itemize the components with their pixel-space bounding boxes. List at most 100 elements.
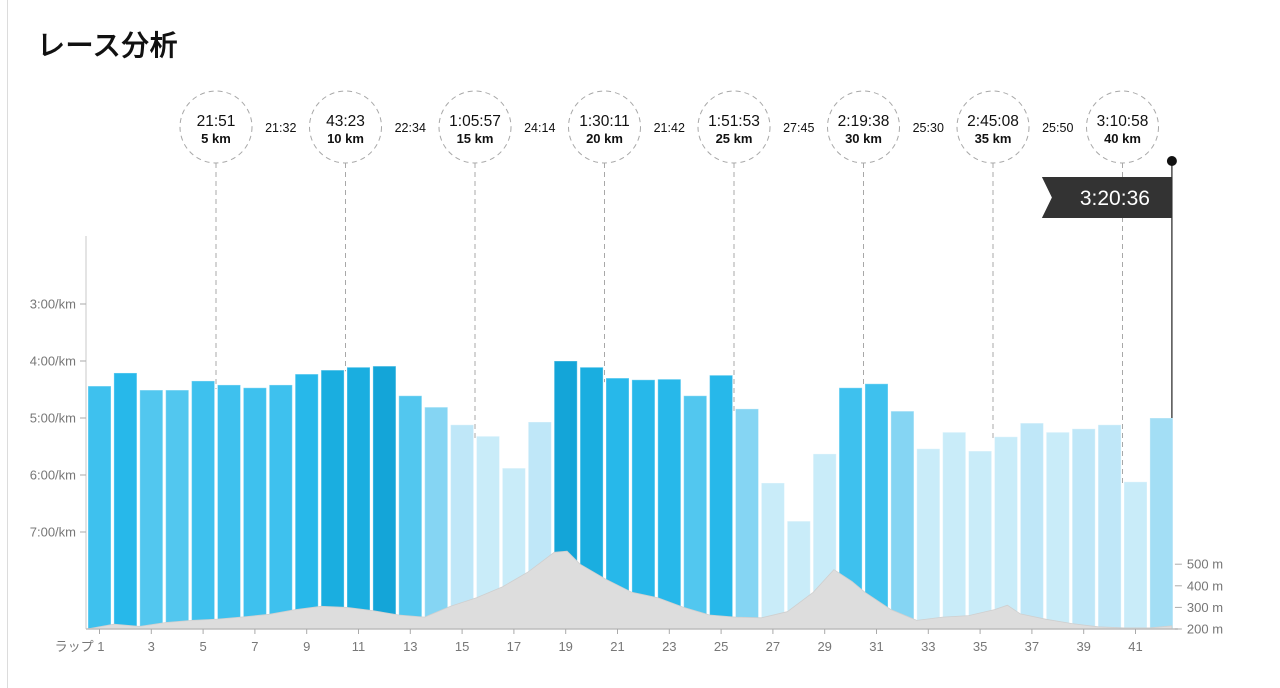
lap-axis-tick-label: 35: [973, 639, 987, 654]
segment-time: 22:34: [395, 121, 426, 135]
elevation-profile: [86, 550, 1173, 630]
split-time: 21:51: [197, 113, 236, 130]
split-marker-circle: [1086, 90, 1159, 164]
segment-time: 24:14: [524, 121, 555, 135]
split-marker-circle: [179, 90, 253, 164]
lap-axis-tick-label: 41: [1128, 639, 1142, 654]
split-marker-circle: [697, 90, 771, 164]
segment-time: 21:32: [265, 121, 296, 135]
lap-axis-tick-label: 11: [352, 639, 366, 654]
pace-bar: [165, 389, 190, 630]
finish-time: 3:20:36: [1080, 187, 1150, 210]
pace-bar: [113, 372, 138, 630]
pace-bar: [709, 374, 734, 630]
pace-bar: [916, 448, 941, 630]
pace-bar: [1097, 424, 1122, 630]
lap-axis-tick-label: 39: [1076, 639, 1090, 654]
pace-bar: [372, 365, 397, 630]
lap-axis-tick-label: 5: [199, 639, 206, 654]
split-marker-circle: [956, 90, 1030, 164]
lap-axis-tick-label: 15: [455, 639, 469, 654]
split-marker-circle: [438, 90, 512, 164]
pace-bar: [346, 366, 371, 630]
split-time: 3:10:58: [1097, 113, 1149, 130]
split-distance: 35 km: [975, 131, 1012, 146]
split-marker-lines: [215, 163, 1123, 486]
pace-bar: [1123, 481, 1148, 630]
lap-axis-tick-label: 19: [558, 639, 572, 654]
pace-bar: [657, 378, 682, 630]
split-distance: 40 km: [1104, 131, 1141, 146]
lap-axis-tick-label: 17: [507, 639, 521, 654]
pace-bar: [398, 395, 423, 630]
pace-bar: [242, 387, 267, 630]
split-marker-circle: [309, 90, 382, 164]
pace-axis-tick-label: 6:00/km: [30, 468, 76, 483]
split-time: 2:45:08: [967, 113, 1019, 130]
split-marker-circle: [827, 90, 900, 164]
pace-bar: [87, 385, 112, 630]
lap-axis-tick-label: 33: [921, 639, 935, 654]
split-time: 1:05:57: [449, 113, 501, 130]
pace-bar: [139, 389, 164, 630]
pace-bar: [268, 384, 293, 630]
lap-axis-tick-label: 25: [714, 639, 728, 654]
lap-axis-tick-label: 13: [403, 639, 417, 654]
lap-axis-tick-label: 3: [148, 639, 155, 654]
split-time: 1:30:11: [579, 113, 630, 130]
pace-axis-tick-label: 5:00/km: [30, 411, 76, 426]
pace-bar: [450, 424, 475, 630]
pace-bar: [864, 383, 889, 630]
pace-bar: [1045, 431, 1070, 630]
pace-axis-tick-label: 7:00/km: [30, 525, 76, 540]
pace-bar: [424, 406, 449, 630]
elevation-axis-tick-label: 400 m: [1187, 578, 1223, 593]
split-distance: 30 km: [845, 131, 882, 146]
lap-axis-tick-label: 37: [1025, 639, 1039, 654]
split-time: 43:23: [326, 113, 365, 130]
lap-axis-tick-label: 23: [662, 639, 676, 654]
split-distance: 5 km: [201, 131, 231, 146]
pace-bar: [294, 373, 319, 630]
split-distance: 25 km: [716, 131, 753, 146]
pace-bar: [217, 384, 241, 630]
lap-axis-tick-label: ラップ 1: [55, 639, 105, 654]
pace-bar: [968, 450, 993, 630]
pace-bar: [191, 380, 216, 630]
lap-axis-tick-label: 27: [766, 639, 780, 654]
elevation-axis-tick-label: 200 m: [1187, 622, 1223, 637]
lap-axis-tick-label: 21: [610, 639, 624, 654]
split-time: 1:51:53: [708, 113, 760, 130]
elevation-axis-tick-label: 500 m: [1187, 557, 1223, 572]
finish-flag-knob: [1166, 156, 1177, 166]
pace-bar: [994, 436, 1018, 630]
pace-bar: [1071, 428, 1096, 630]
pace-bar: [631, 379, 656, 630]
pace-bar: [942, 431, 967, 630]
page-title: レース分析: [37, 29, 179, 62]
pace-bar: [1149, 417, 1174, 630]
elevation-axis-tick-label: 300 m: [1187, 600, 1223, 615]
pace-bars: [87, 360, 1174, 630]
finish-flag: 3:20:36: [1041, 156, 1177, 418]
split-distance: 15 km: [457, 131, 494, 146]
segment-time: 25:30: [913, 121, 944, 135]
lap-axis-tick-label: 31: [869, 639, 883, 654]
lap-axis-tick-label: 7: [251, 639, 258, 654]
pace-bar: [735, 408, 759, 630]
lap-axis-tick-label: 29: [817, 639, 831, 654]
axes: 3:00/km 4:00/km 5:00/km 6:00/km 7:00/km ラップ 1…: [30, 236, 1223, 654]
pace-axis-tick-label: 4:00/km: [30, 354, 76, 369]
segment-time: 27:45: [783, 121, 814, 135]
page-left-border: [7, 0, 8, 688]
split-marker-circle: [568, 90, 641, 164]
split-distance: 10 km: [327, 131, 364, 146]
pace-bar: [890, 410, 915, 630]
split-time: 2:19:38: [838, 113, 890, 130]
finish-flag: [1041, 177, 1172, 218]
pace-axis-tick-label: 3:00/km: [30, 297, 76, 312]
pace-bar: [320, 369, 345, 630]
pace-bar: [760, 482, 785, 630]
